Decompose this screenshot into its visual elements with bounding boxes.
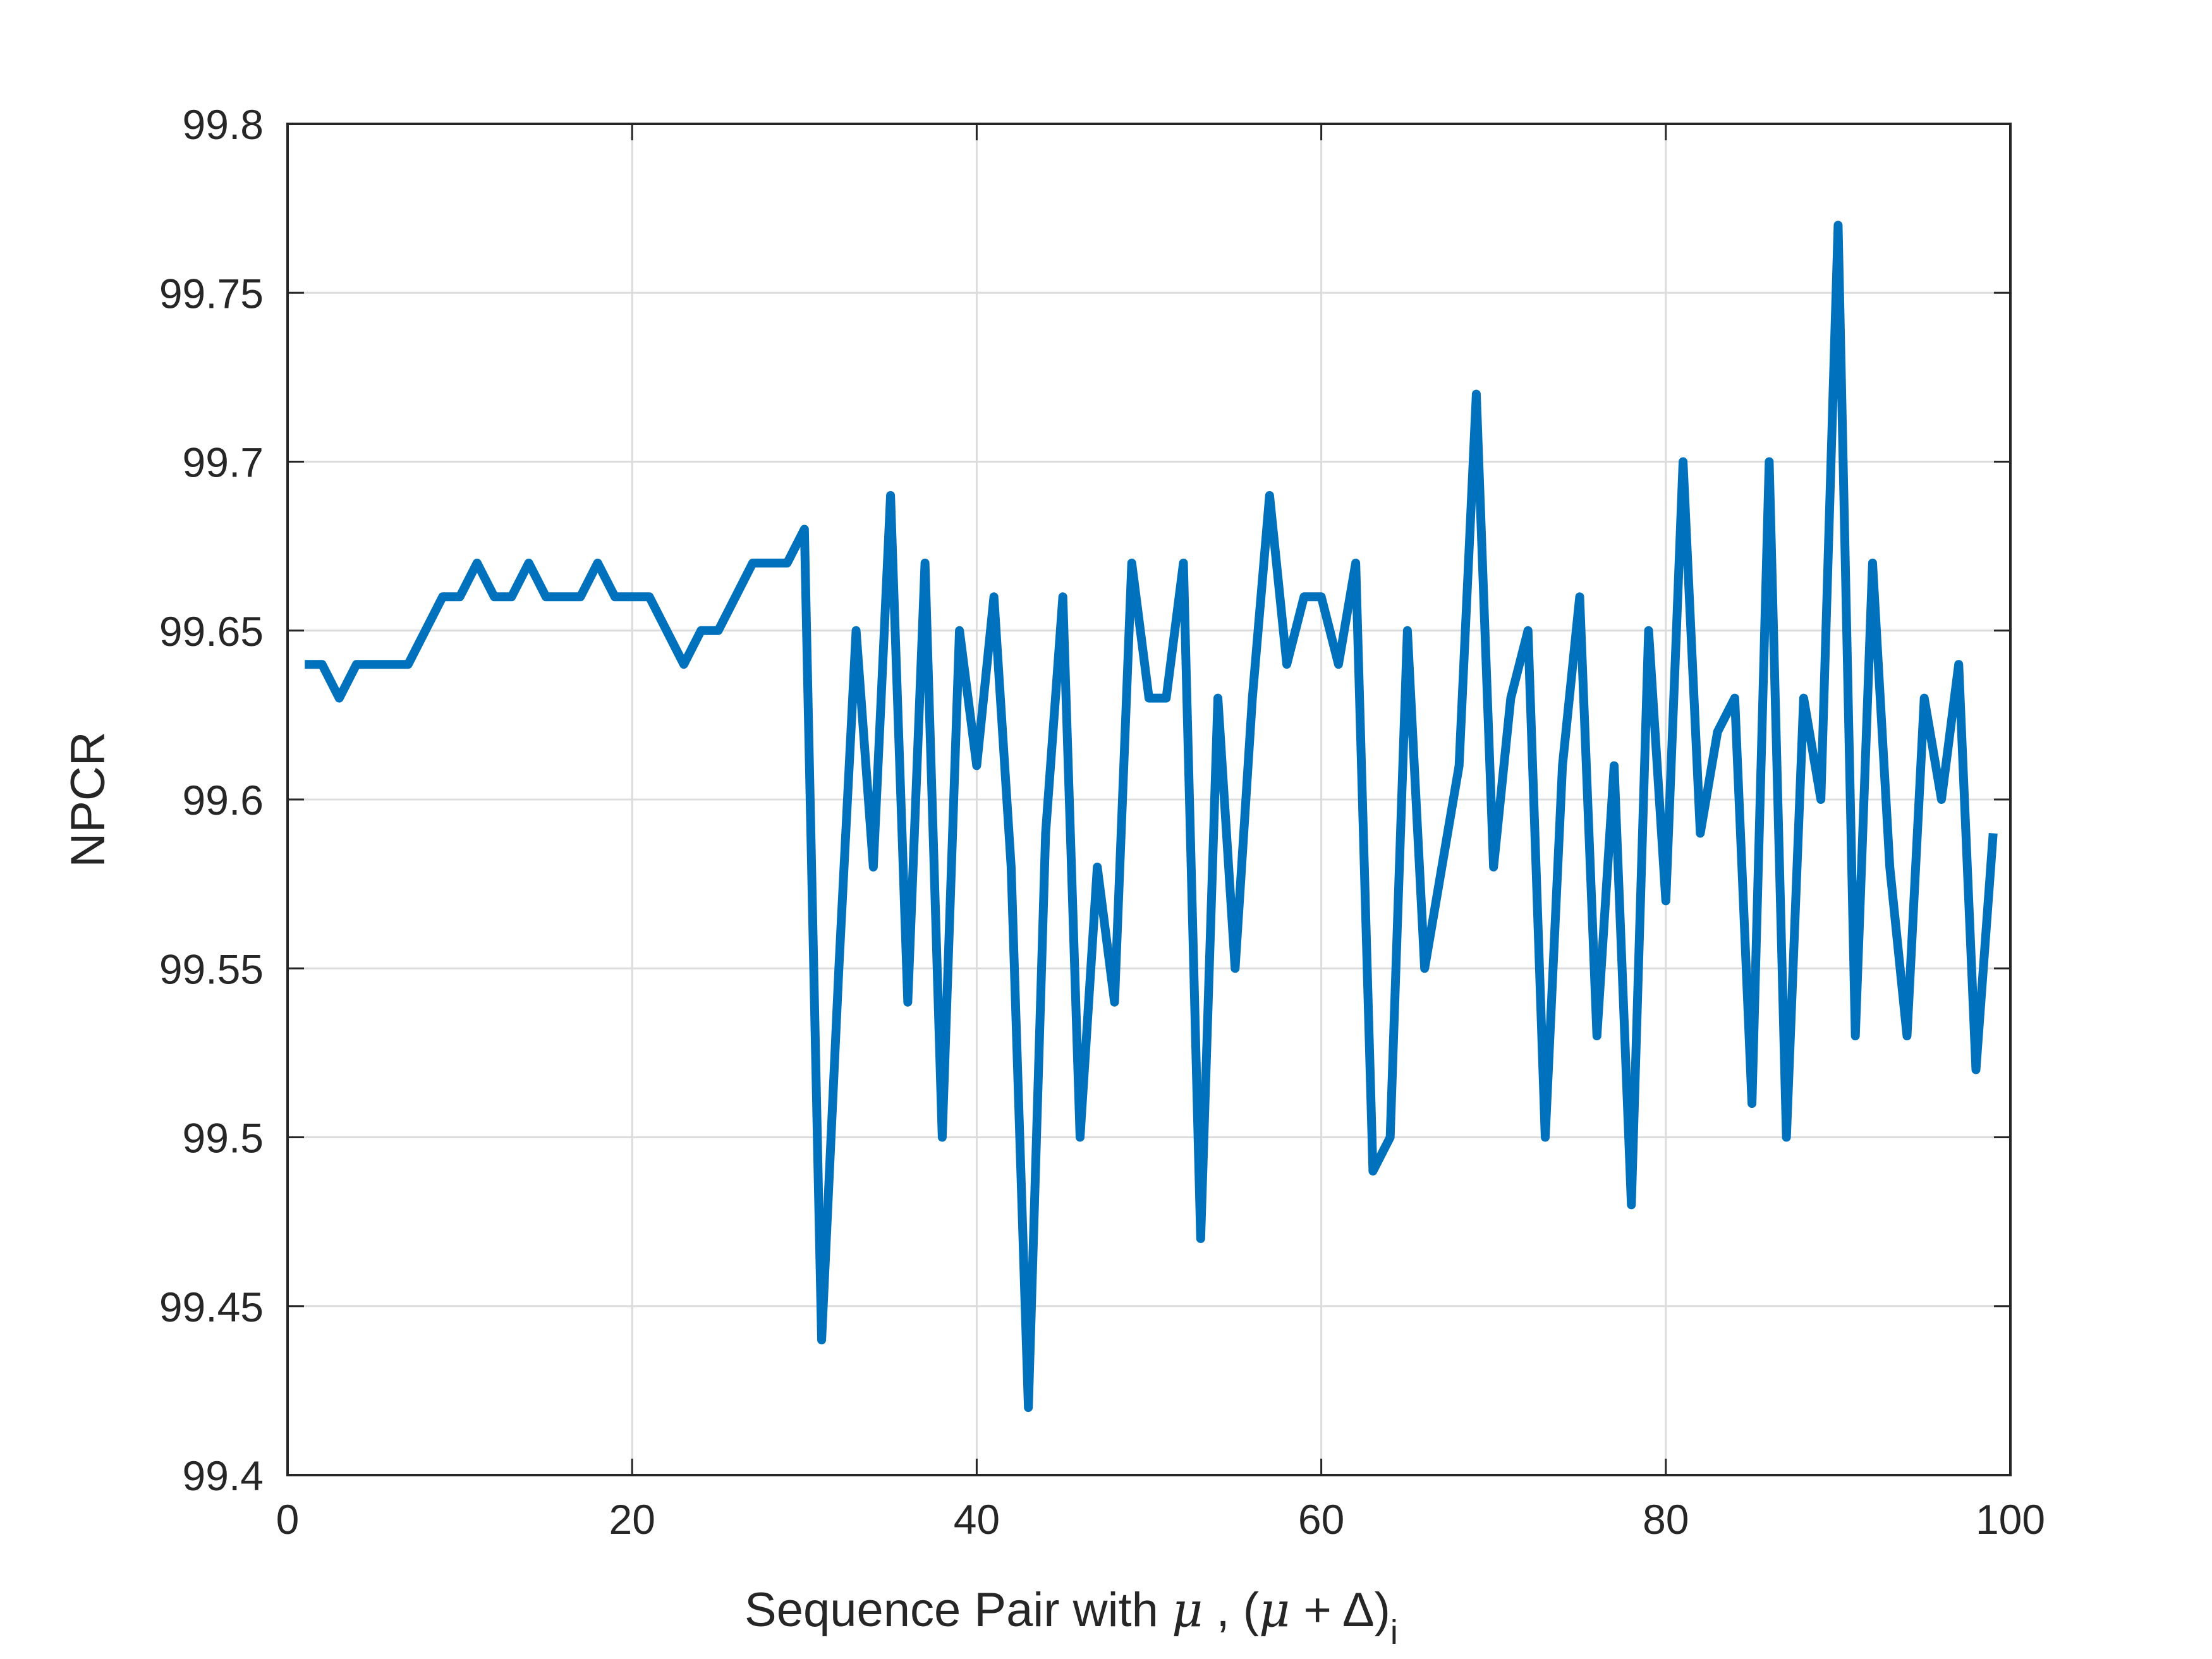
x-tick-label: 100 [1976, 1496, 2045, 1543]
x-tick-label: 0 [276, 1496, 300, 1543]
data-layer [305, 221, 1998, 1413]
y-tick-label: 99.5 [183, 1115, 264, 1162]
x-axis-label-middle: , ( [1203, 1583, 1259, 1637]
tick-labels: 0 20 40 60 80 100 99.4 99.45 99.5 99.55 99.6 99.65 9… [159, 101, 2045, 1543]
delta-symbol: Δ [1342, 1583, 1375, 1637]
x-axis-label: Sequence Pair with μ , (μ + Δ)i [744, 1581, 1398, 1651]
x-tick-label: 80 [1643, 1496, 1689, 1543]
mu-symbol: μ [1259, 1581, 1290, 1638]
x-axis-label-close: ) [1375, 1583, 1390, 1637]
y-tick-label: 99.65 [159, 608, 264, 655]
mu-symbol: μ [1172, 1581, 1203, 1638]
y-tick-label: 99.45 [159, 1284, 264, 1330]
x-tick-label: 60 [1298, 1496, 1344, 1543]
x-axis-label-prefix: Sequence Pair with [744, 1583, 1172, 1637]
x-tick-label: 40 [954, 1496, 1000, 1543]
y-tick-label: 99.75 [159, 270, 264, 317]
x-tick-label: 20 [609, 1496, 655, 1543]
y-tick-label: 99.7 [183, 439, 264, 486]
y-tick-label: 99.4 [183, 1452, 264, 1499]
y-tick-label: 99.6 [183, 777, 264, 823]
npcr-series-line [305, 221, 1998, 1413]
x-axis-label-plus: + [1290, 1583, 1342, 1637]
axis-ticks [286, 123, 2012, 1476]
y-tick-label: 99.8 [183, 101, 264, 148]
y-tick-label: 99.55 [159, 945, 264, 992]
grid [288, 124, 2010, 1475]
y-axis-label: NPCR [61, 731, 115, 867]
x-axis-label-subscript: i [1390, 1613, 1398, 1651]
